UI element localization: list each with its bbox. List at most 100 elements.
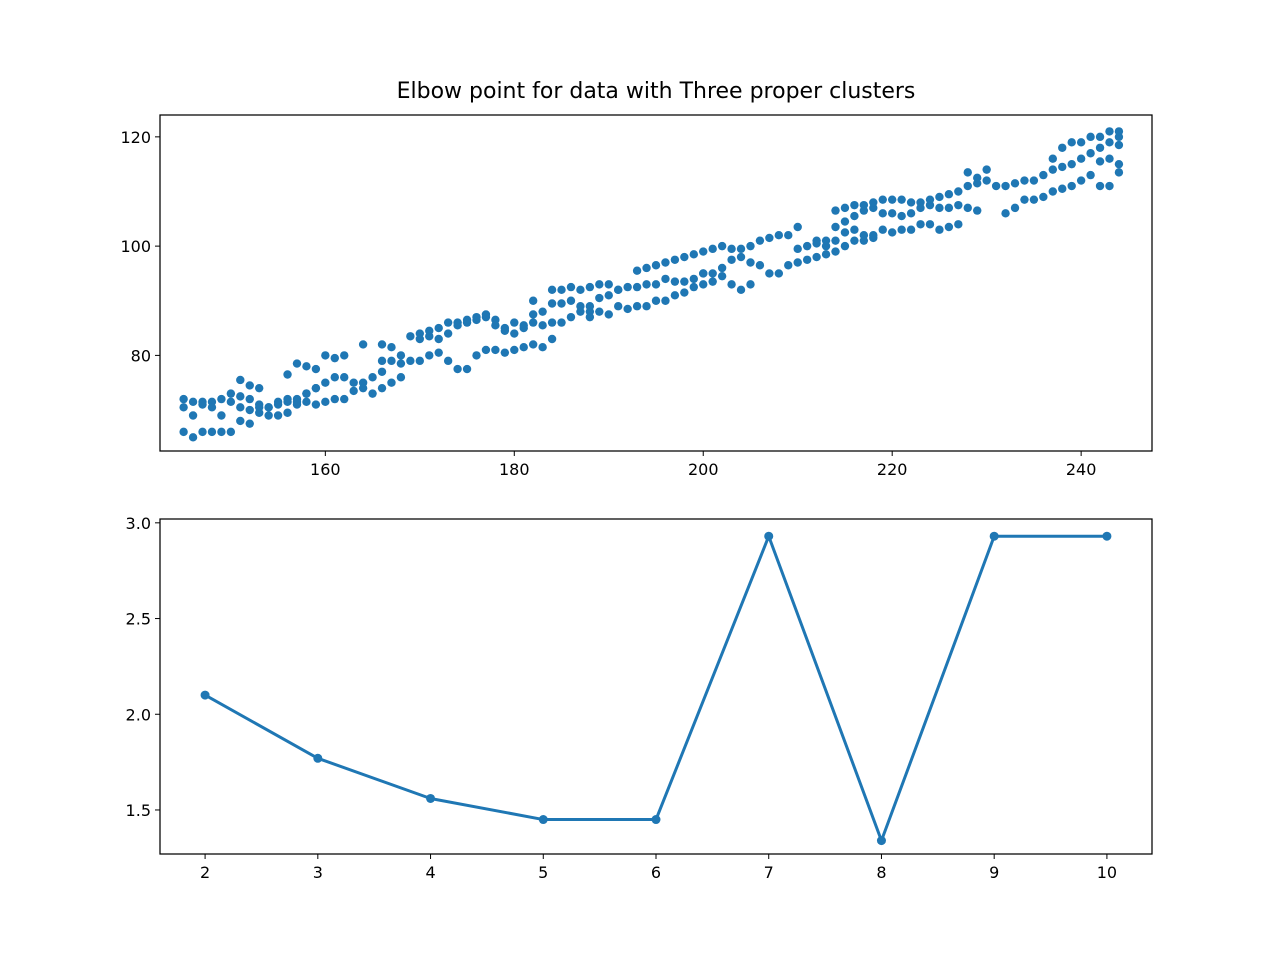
- scatter-point: [236, 416, 245, 426]
- scatter-point: [1076, 154, 1086, 163]
- scatter-point: [916, 220, 925, 229]
- scatter-point: [717, 241, 727, 251]
- scatter-point: [217, 411, 226, 420]
- scatter-point: [406, 332, 415, 341]
- elbow-y-tick-label: 2.0: [126, 705, 151, 724]
- elbow-x-tick-label: 10: [1097, 863, 1117, 882]
- elbow-x-tick-label: 6: [651, 863, 661, 882]
- scatter-point: [198, 427, 207, 437]
- scatter-point: [528, 296, 538, 305]
- scatter-point: [604, 310, 613, 319]
- scatter-point: [396, 351, 406, 360]
- scatter-point: [821, 250, 831, 259]
- scatter-point: [878, 209, 887, 218]
- elbow-y-tick-label: 3.0: [126, 514, 151, 533]
- scatter-point: [547, 299, 557, 308]
- scatter-point: [632, 302, 642, 311]
- scatter-point: [1039, 192, 1048, 202]
- scatter-point: [1029, 195, 1039, 204]
- scatter-point: [264, 411, 273, 420]
- scatter-point: [954, 187, 963, 196]
- scatter-point: [387, 343, 396, 352]
- scatter-point: [1067, 138, 1076, 147]
- scatter-point: [991, 181, 1001, 191]
- scatter-point: [840, 241, 850, 251]
- scatter-point: [708, 277, 717, 286]
- scatter-point: [538, 321, 547, 330]
- scatter-point: [302, 362, 311, 371]
- scatter-point: [642, 263, 651, 273]
- scatter-point: [973, 206, 982, 215]
- scatter-point: [746, 258, 755, 267]
- scatter-point: [368, 373, 377, 382]
- scatter-point: [935, 192, 944, 202]
- scatter-point: [850, 225, 859, 234]
- scatter-point: [226, 427, 236, 437]
- elbow-point: [989, 531, 999, 541]
- scatter-point: [245, 419, 254, 428]
- scatter-point: [283, 408, 292, 417]
- scatter-x-tick-label: 160: [310, 460, 341, 479]
- scatter-point: [415, 334, 425, 344]
- scatter-point: [661, 296, 670, 305]
- scatter-points: [179, 127, 1124, 442]
- scatter-x-tick-label: 240: [1066, 460, 1097, 479]
- scatter-point: [226, 389, 236, 398]
- scatter-point: [481, 345, 491, 355]
- scatter-point: [566, 296, 576, 305]
- scatter-point: [1105, 138, 1114, 147]
- scatter-point: [585, 302, 595, 311]
- scatter-point: [1048, 154, 1058, 163]
- scatter-point: [604, 280, 613, 289]
- scatter-point: [462, 364, 472, 374]
- scatter-point: [207, 403, 217, 412]
- scatter-point: [358, 383, 368, 393]
- scatter-y-tick-label: 120: [120, 128, 151, 147]
- scatter-point: [425, 326, 434, 335]
- scatter-point: [850, 236, 859, 245]
- scatter-point: [699, 280, 708, 289]
- scatter-point: [661, 274, 670, 284]
- scatter-point: [491, 345, 500, 355]
- elbow-point: [1102, 531, 1112, 541]
- scatter-point: [850, 211, 859, 221]
- scatter-point: [699, 269, 708, 278]
- scatter-point: [557, 299, 566, 308]
- scatter-point: [528, 340, 538, 349]
- scatter-point: [831, 236, 840, 245]
- scatter-point: [179, 394, 188, 404]
- elbow-x-tick-label: 2: [200, 863, 210, 882]
- scatter-point: [774, 269, 784, 278]
- scatter-point: [576, 285, 585, 295]
- scatter-point: [557, 318, 566, 327]
- scatter-point: [283, 370, 292, 379]
- scatter-point: [311, 383, 321, 393]
- scatter-point: [595, 307, 604, 316]
- scatter-point: [680, 252, 689, 262]
- scatter-point: [651, 280, 661, 289]
- scatter-point: [491, 321, 500, 330]
- scatter-point: [925, 195, 935, 204]
- scatter-point: [443, 329, 453, 338]
- scatter-point: [1105, 181, 1114, 191]
- scatter-point: [207, 427, 217, 437]
- scatter-point: [897, 225, 906, 234]
- scatter-point: [415, 356, 425, 366]
- scatter-point: [1058, 184, 1067, 193]
- scatter-point: [179, 403, 188, 412]
- elbow-frame: [159, 518, 1153, 855]
- scatter-point: [1095, 132, 1105, 142]
- scatter-point: [1058, 162, 1067, 172]
- elbow-x-tick-label: 7: [764, 863, 774, 882]
- scatter-point: [689, 250, 698, 259]
- scatter-point: [859, 231, 869, 240]
- scatter-point: [1058, 143, 1067, 152]
- scatter-point: [557, 285, 566, 295]
- scatter-point: [236, 392, 245, 401]
- scatter-point: [264, 403, 273, 412]
- scatter-point: [670, 277, 680, 286]
- scatter-point: [717, 263, 727, 273]
- scatter-point: [670, 291, 680, 300]
- scatter-point: [519, 323, 528, 333]
- scatter-point: [349, 378, 358, 387]
